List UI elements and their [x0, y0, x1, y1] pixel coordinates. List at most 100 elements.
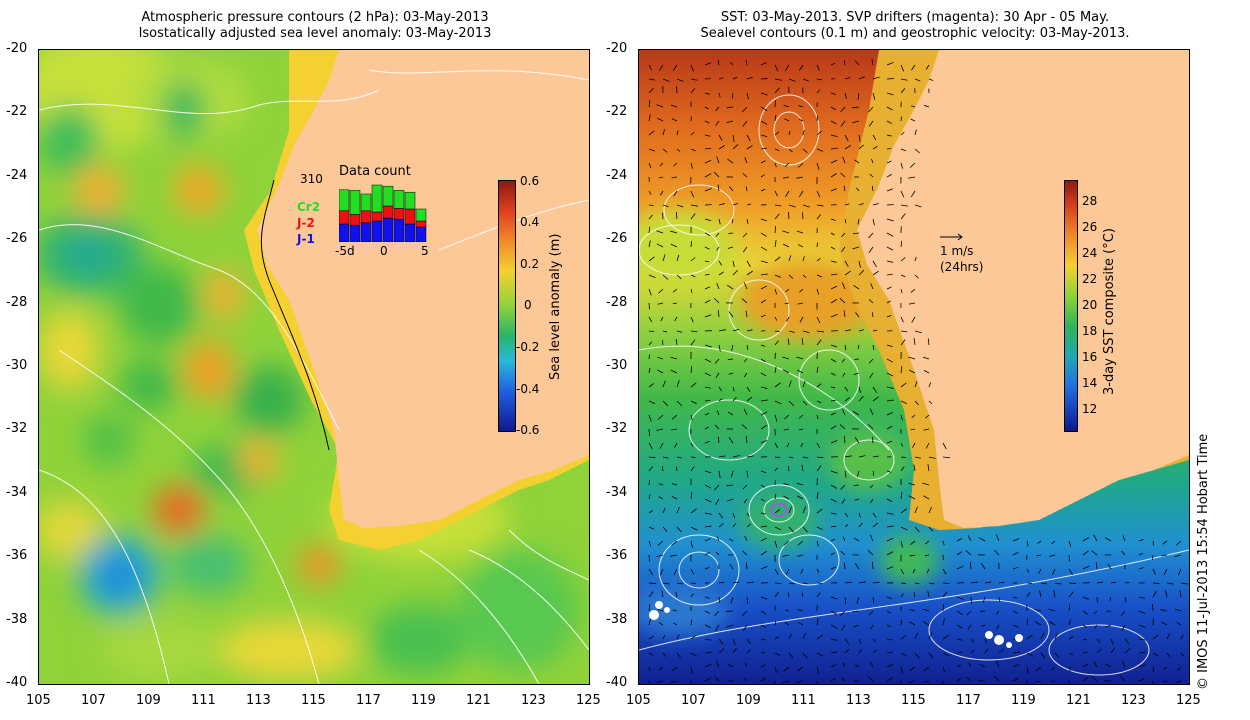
- velocity-arrow: [676, 254, 680, 262]
- velocity-arrow: [760, 344, 766, 347]
- velocity-arrow: [816, 465, 822, 472]
- velocity-arrow: [995, 534, 1000, 542]
- velocity-arrow: [1034, 621, 1042, 626]
- right-lat-tick: -24: [606, 167, 628, 183]
- velocity-arrow: [648, 367, 651, 374]
- velocity-arrow: [1036, 554, 1042, 557]
- velocity-arrow: [648, 100, 651, 108]
- velocity-arrow: [797, 540, 804, 546]
- velocity-arrow: [760, 399, 768, 402]
- velocity-arrow: [704, 286, 711, 290]
- velocity-arrow: [816, 492, 819, 500]
- velocity-arrow: [928, 456, 936, 459]
- velocity-arrow: [923, 666, 930, 672]
- velocity-arrow: [802, 456, 809, 459]
- velocity-arrow: [858, 512, 861, 518]
- velocity-arrow: [830, 246, 836, 250]
- pressure-contours: [39, 69, 589, 684]
- velocity-arrow: [1124, 582, 1130, 584]
- velocity-arrow: [1152, 603, 1154, 612]
- velocity-arrow: [841, 358, 846, 363]
- velocity-arrow: [716, 246, 720, 251]
- velocity-arrow: [784, 64, 790, 72]
- velocity-arrow: [830, 218, 836, 221]
- velocity-arrow: [796, 482, 804, 486]
- velocity-arrow: [732, 455, 740, 458]
- velocity-arrow: [1049, 554, 1056, 557]
- velocity-arrow: [673, 190, 678, 197]
- velocity-arrow: [1068, 540, 1072, 547]
- right-lat-tick: -28: [606, 294, 628, 310]
- velocity-arrow: [648, 78, 656, 81]
- velocity-arrow: [732, 647, 737, 654]
- right-lat-tick: -30: [606, 358, 628, 373]
- velocity-arrow: [886, 232, 894, 237]
- velocity-arrow: [886, 525, 894, 528]
- velocity-arrow: [868, 610, 874, 616]
- velocity-arrow: [914, 526, 920, 533]
- velocity-arrow: [830, 663, 837, 668]
- velocity-arrow: [727, 358, 734, 360]
- velocity-arrow: [671, 666, 678, 672]
- histogram-bar-cr2: [339, 189, 350, 212]
- velocity-arrow: [745, 310, 748, 318]
- velocity-arrow: [840, 484, 846, 490]
- velocity-arrow: [1082, 663, 1088, 668]
- left-lat-tick: -24: [6, 167, 28, 183]
- velocity-arrow: [798, 190, 804, 198]
- left-title: Atmospheric pressure contours (2 hPa): 0…: [40, 10, 590, 42]
- velocity-arrow: [1068, 666, 1071, 672]
- velocity-arrow: [1054, 582, 1062, 585]
- velocity-arrow: [886, 106, 893, 111]
- cloud-mask: [649, 601, 1023, 648]
- velocity-arrow: [872, 638, 876, 643]
- velocity-arrow: [760, 174, 765, 178]
- velocity-arrow: [718, 77, 724, 80]
- left-map-svg: [39, 50, 589, 684]
- velocity-arrow: [760, 470, 767, 474]
- velocity-arrow: [913, 591, 916, 598]
- velocity-arrow: [732, 386, 735, 392]
- velocity-arrow: [900, 64, 905, 72]
- velocity-arrow: [900, 442, 904, 447]
- velocity-arrow: [942, 618, 945, 626]
- shelf-contour: [260, 179, 330, 451]
- velocity-arrow: [908, 356, 916, 360]
- velocity-arrow: [927, 338, 930, 346]
- velocity-arrow: [774, 456, 781, 458]
- velocity-arrow: [662, 635, 666, 640]
- velocity-arrow: [816, 130, 822, 136]
- velocity-arrow: [928, 526, 934, 532]
- velocity-arrow: [690, 382, 697, 388]
- velocity-arrow: [673, 622, 678, 626]
- velocity-arrow: [908, 680, 916, 683]
- velocity-arrow: [900, 148, 906, 152]
- velocity-arrow: [871, 58, 874, 66]
- velocity-arrow: [690, 666, 693, 674]
- velocity-arrow: [798, 105, 804, 108]
- velocity-arrow: [715, 106, 720, 112]
- velocity-arrow: [980, 563, 986, 570]
- velocity-arrow: [704, 525, 712, 528]
- right-cbar-tick-3: 22: [1082, 272, 1098, 286]
- velocity-arrow: [717, 59, 720, 66]
- velocity-arrow: [784, 414, 790, 420]
- velocity-arrow: [1122, 535, 1126, 542]
- velocity-arrow: [886, 386, 894, 389]
- velocity-arrow: [1050, 666, 1056, 671]
- velocity-arrow: [774, 274, 781, 278]
- velocity-arrow: [886, 399, 894, 402]
- velocity-arrow: [1180, 634, 1184, 640]
- velocity-arrow: [909, 162, 916, 168]
- velocity-arrow: [704, 232, 711, 237]
- velocity-arrow: [660, 190, 664, 196]
- velocity-arrow: [1040, 582, 1047, 585]
- velocity-arrow: [744, 157, 748, 164]
- velocity-arrow: [1176, 621, 1182, 626]
- velocity-arrow: [802, 130, 805, 136]
- velocity-arrow: [1152, 568, 1156, 575]
- velocity-arrow: [1054, 652, 1059, 658]
- velocity-arrow: [854, 60, 860, 66]
- velocity-arrow: [927, 590, 930, 598]
- velocity-arrow: [816, 652, 824, 657]
